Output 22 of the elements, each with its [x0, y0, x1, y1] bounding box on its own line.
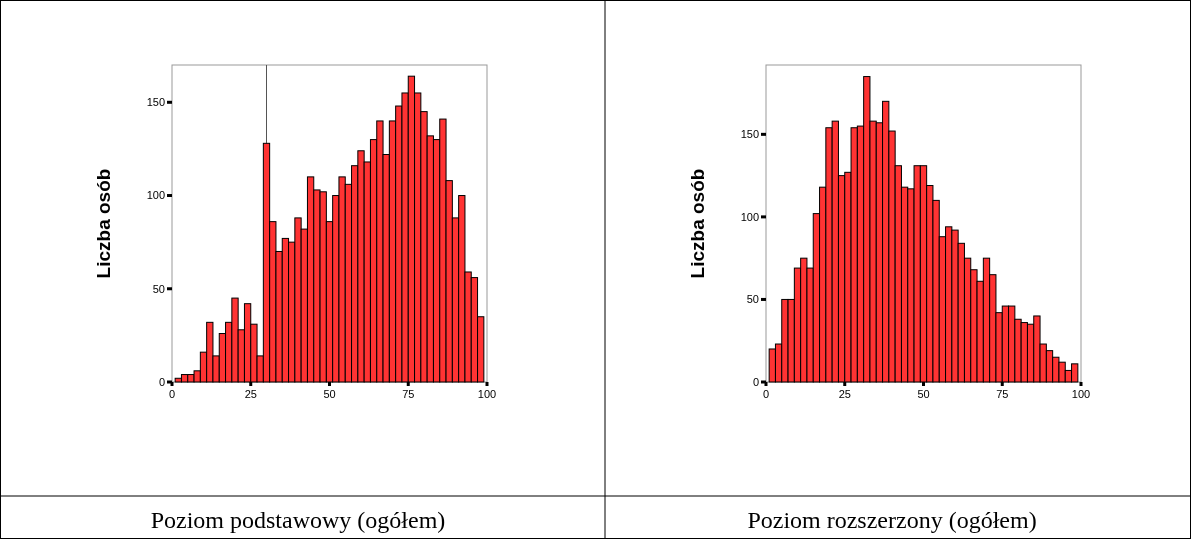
y-tick-label: 150 [146, 96, 165, 109]
y-axis-title: Liczba osób [93, 168, 114, 279]
y-tick-label: 50 [746, 293, 759, 306]
x-tick-label: 25 [244, 388, 257, 400]
x-axis-title: Poziom podstawowy (ogółem) [150, 507, 446, 533]
y-tick-label: 0 [158, 375, 165, 388]
y-tick-label: 100 [146, 189, 165, 202]
x-tick-label: 50 [917, 388, 930, 400]
y-tick-label: 50 [152, 282, 165, 295]
x-tick-label: 75 [996, 388, 1009, 400]
y-tick-label: 100 [740, 210, 759, 223]
y-tick-label: 150 [740, 128, 759, 141]
x-tick-label: 0 [762, 388, 770, 400]
y-tick-label: 0 [752, 375, 759, 388]
x-tick-label: 100 [1071, 388, 1091, 400]
y-axis-title: Liczba osób [687, 168, 708, 279]
x-axis-title: Poziom rozszerzony (ogółem) [747, 507, 1037, 533]
x-tick-label: 0 [168, 388, 176, 400]
x-tick-label: 50 [323, 388, 336, 400]
x-tick-label: 100 [477, 388, 497, 400]
x-tick-label: 75 [402, 388, 415, 400]
x-tick-label: 25 [838, 388, 851, 400]
